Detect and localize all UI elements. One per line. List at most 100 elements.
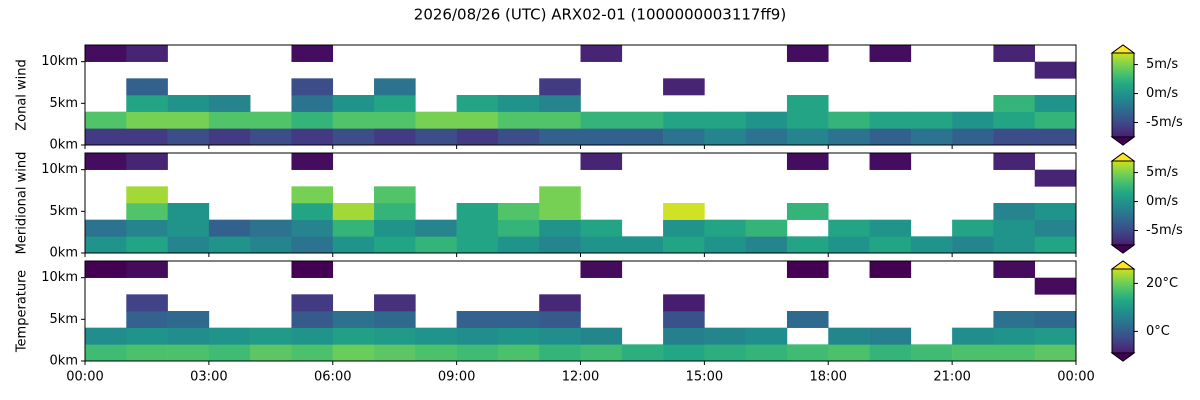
heat-cell — [786, 311, 829, 328]
heat-cell — [126, 261, 168, 278]
heat-cell — [786, 95, 829, 112]
heat-cell — [1034, 95, 1077, 112]
y-tick-label: 10km — [41, 270, 78, 285]
heat-cell — [208, 219, 251, 237]
heat-cell — [993, 344, 1036, 362]
heat-cell — [910, 128, 953, 146]
heat-cell — [869, 261, 912, 278]
heat-cell — [497, 344, 540, 362]
heat-cell — [374, 344, 416, 362]
heat-cell — [869, 327, 912, 345]
heat-cell — [910, 111, 953, 129]
heat-cell — [250, 111, 292, 129]
heat-cell — [1034, 128, 1077, 146]
heat-cell — [456, 311, 499, 328]
heat-cell — [167, 344, 210, 362]
heat-cell — [374, 78, 416, 96]
heat-cell — [993, 261, 1036, 278]
heat-cell — [539, 294, 581, 312]
heat-cell — [745, 111, 788, 129]
heat-cell — [456, 219, 499, 237]
x-tick-label: 09:00 — [438, 370, 475, 385]
heat-cell — [993, 153, 1036, 170]
heat-cell — [208, 236, 251, 254]
heat-cell — [993, 327, 1036, 345]
heat-cell — [828, 128, 870, 146]
heat-cell — [250, 236, 292, 254]
heat-cell — [250, 344, 292, 362]
heat-cell — [497, 311, 540, 328]
heat-cell — [291, 236, 334, 254]
heat-cell — [291, 344, 334, 362]
colorbar-tick-label: 0°C — [1146, 324, 1170, 339]
heat-cell — [663, 236, 705, 254]
heat-cell — [1034, 277, 1077, 295]
heat-cell — [85, 327, 127, 345]
heat-cell — [952, 236, 994, 254]
y-tick-label: 5km — [50, 96, 78, 111]
heat-cell — [332, 111, 375, 129]
heat-cell — [497, 95, 540, 112]
heat-cell — [291, 186, 334, 204]
colorbar-tick-label: -5m/s — [1146, 223, 1183, 238]
heat-cell — [786, 203, 829, 220]
y-tick-label: 10km — [41, 162, 78, 177]
heat-cell — [580, 128, 623, 146]
heat-cell — [1034, 203, 1077, 220]
heat-cell — [332, 95, 375, 112]
colorbar-extend-top — [1110, 152, 1136, 162]
heat-cell — [374, 95, 416, 112]
y-axis-label: Meridional wind — [15, 152, 30, 255]
heat-cell — [869, 111, 912, 129]
heat-cell — [415, 236, 457, 254]
x-tick-label: 18:00 — [810, 370, 847, 385]
heat-cell — [126, 111, 168, 129]
heat-cell — [497, 236, 540, 254]
heat-cell — [580, 111, 623, 129]
heat-cell — [374, 128, 416, 146]
heat-cell — [1034, 344, 1077, 362]
heat-cell — [497, 111, 540, 129]
heat-cell — [869, 236, 912, 254]
heat-cell — [663, 344, 705, 362]
heat-cell — [786, 128, 829, 146]
heat-cell — [910, 344, 953, 362]
heat-cell — [1034, 61, 1077, 79]
heat-cell — [621, 344, 664, 362]
heat-cell — [580, 327, 623, 345]
heat-cell — [208, 344, 251, 362]
heat-cell — [539, 95, 581, 112]
heat-cell — [786, 344, 829, 362]
heat-cell — [828, 236, 870, 254]
heat-cell — [993, 311, 1036, 328]
heat-cell — [126, 78, 168, 96]
heat-cell — [126, 294, 168, 312]
colorbar — [1111, 260, 1135, 362]
heat-cell — [663, 219, 705, 237]
colorbar — [1111, 152, 1135, 254]
heat-cell — [456, 344, 499, 362]
heat-cell — [415, 327, 457, 345]
heat-cell — [250, 327, 292, 345]
heat-cell — [126, 95, 168, 112]
heat-cell — [208, 111, 251, 129]
heat-cell — [497, 327, 540, 345]
heat-cell — [993, 236, 1036, 254]
heat-cell — [704, 236, 746, 254]
y-axis-label: Temperature — [15, 270, 30, 353]
heat-cell — [167, 311, 210, 328]
colorbar-tick-label: 5m/s — [1146, 57, 1178, 72]
heat-cell — [332, 311, 375, 328]
heat-cell — [456, 95, 499, 112]
heat-cell — [291, 261, 334, 278]
heat-cell — [85, 261, 127, 278]
heat-cell — [993, 203, 1036, 220]
heat-cell — [580, 236, 623, 254]
heat-cell — [1034, 169, 1077, 187]
heat-cell — [869, 219, 912, 237]
heat-cell — [952, 111, 994, 129]
chart-title: 2026/08/26 (UTC) ARX02-01 (1000000003117… — [414, 6, 786, 24]
heat-cell — [208, 95, 251, 112]
heat-cell — [910, 236, 953, 254]
